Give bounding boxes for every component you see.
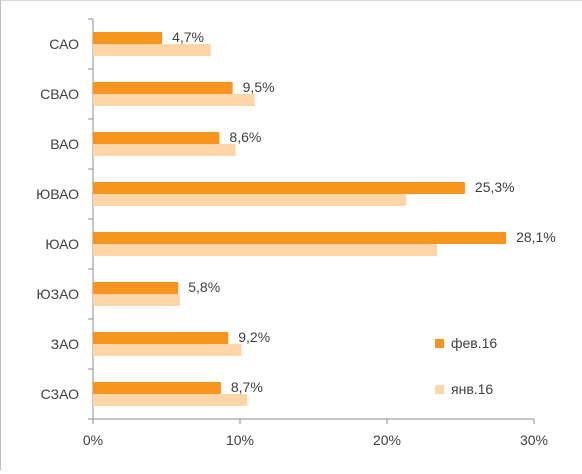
bar-feb — [93, 32, 163, 44]
bar-feb — [93, 382, 221, 394]
data-label: 8,6% — [229, 129, 261, 145]
plot-area: 0% 10% 20% 30% САО 4,7% СВАО 9,5% ВАО 8,6% ЮВАО 25,… — [36, 18, 556, 448]
data-label: 25,3% — [475, 179, 515, 195]
category-label: САО — [49, 36, 79, 52]
bar-jan — [93, 244, 437, 256]
data-label: 9,2% — [238, 329, 270, 345]
data-label: 9,5% — [243, 79, 275, 95]
category-label: СЗАО — [41, 386, 79, 402]
legend-label-jan: янв.16 — [451, 381, 493, 397]
data-label: 5,8% — [188, 279, 220, 295]
x-tick-label: 0% — [83, 432, 103, 448]
bar-jan — [93, 44, 211, 56]
category-label: ЮВАО — [36, 186, 79, 202]
x-tick-label: 30% — [520, 432, 548, 448]
data-label: 4,7% — [172, 29, 204, 45]
category-label: ВАО — [50, 136, 79, 152]
bar-jan — [93, 394, 248, 406]
data-label: 28,1% — [516, 229, 556, 245]
x-tick-label: 10% — [226, 432, 254, 448]
bar-jan — [93, 94, 255, 106]
bar-feb — [93, 232, 507, 244]
bar-jan — [93, 144, 236, 156]
category-label: ЗАО — [51, 336, 79, 352]
bar-jan — [93, 294, 180, 306]
legend: фев.16 янв.16 — [435, 335, 497, 397]
bar-jan — [93, 344, 242, 356]
bar-feb — [93, 332, 229, 344]
bar-feb — [93, 282, 179, 294]
x-tick-label: 20% — [373, 432, 401, 448]
category-label: ЮАО — [45, 236, 79, 252]
bar-feb — [93, 132, 220, 144]
legend-swatch-jan — [435, 385, 444, 394]
legend-swatch-feb — [435, 339, 444, 348]
bar-jan — [93, 194, 407, 206]
bar-feb — [93, 182, 465, 194]
bar-feb — [93, 82, 233, 94]
legend-label-feb: фев.16 — [451, 335, 497, 351]
category-label: СВАО — [40, 86, 79, 102]
category-label: ЮЗАО — [36, 286, 79, 302]
data-label: 8,7% — [231, 379, 263, 395]
